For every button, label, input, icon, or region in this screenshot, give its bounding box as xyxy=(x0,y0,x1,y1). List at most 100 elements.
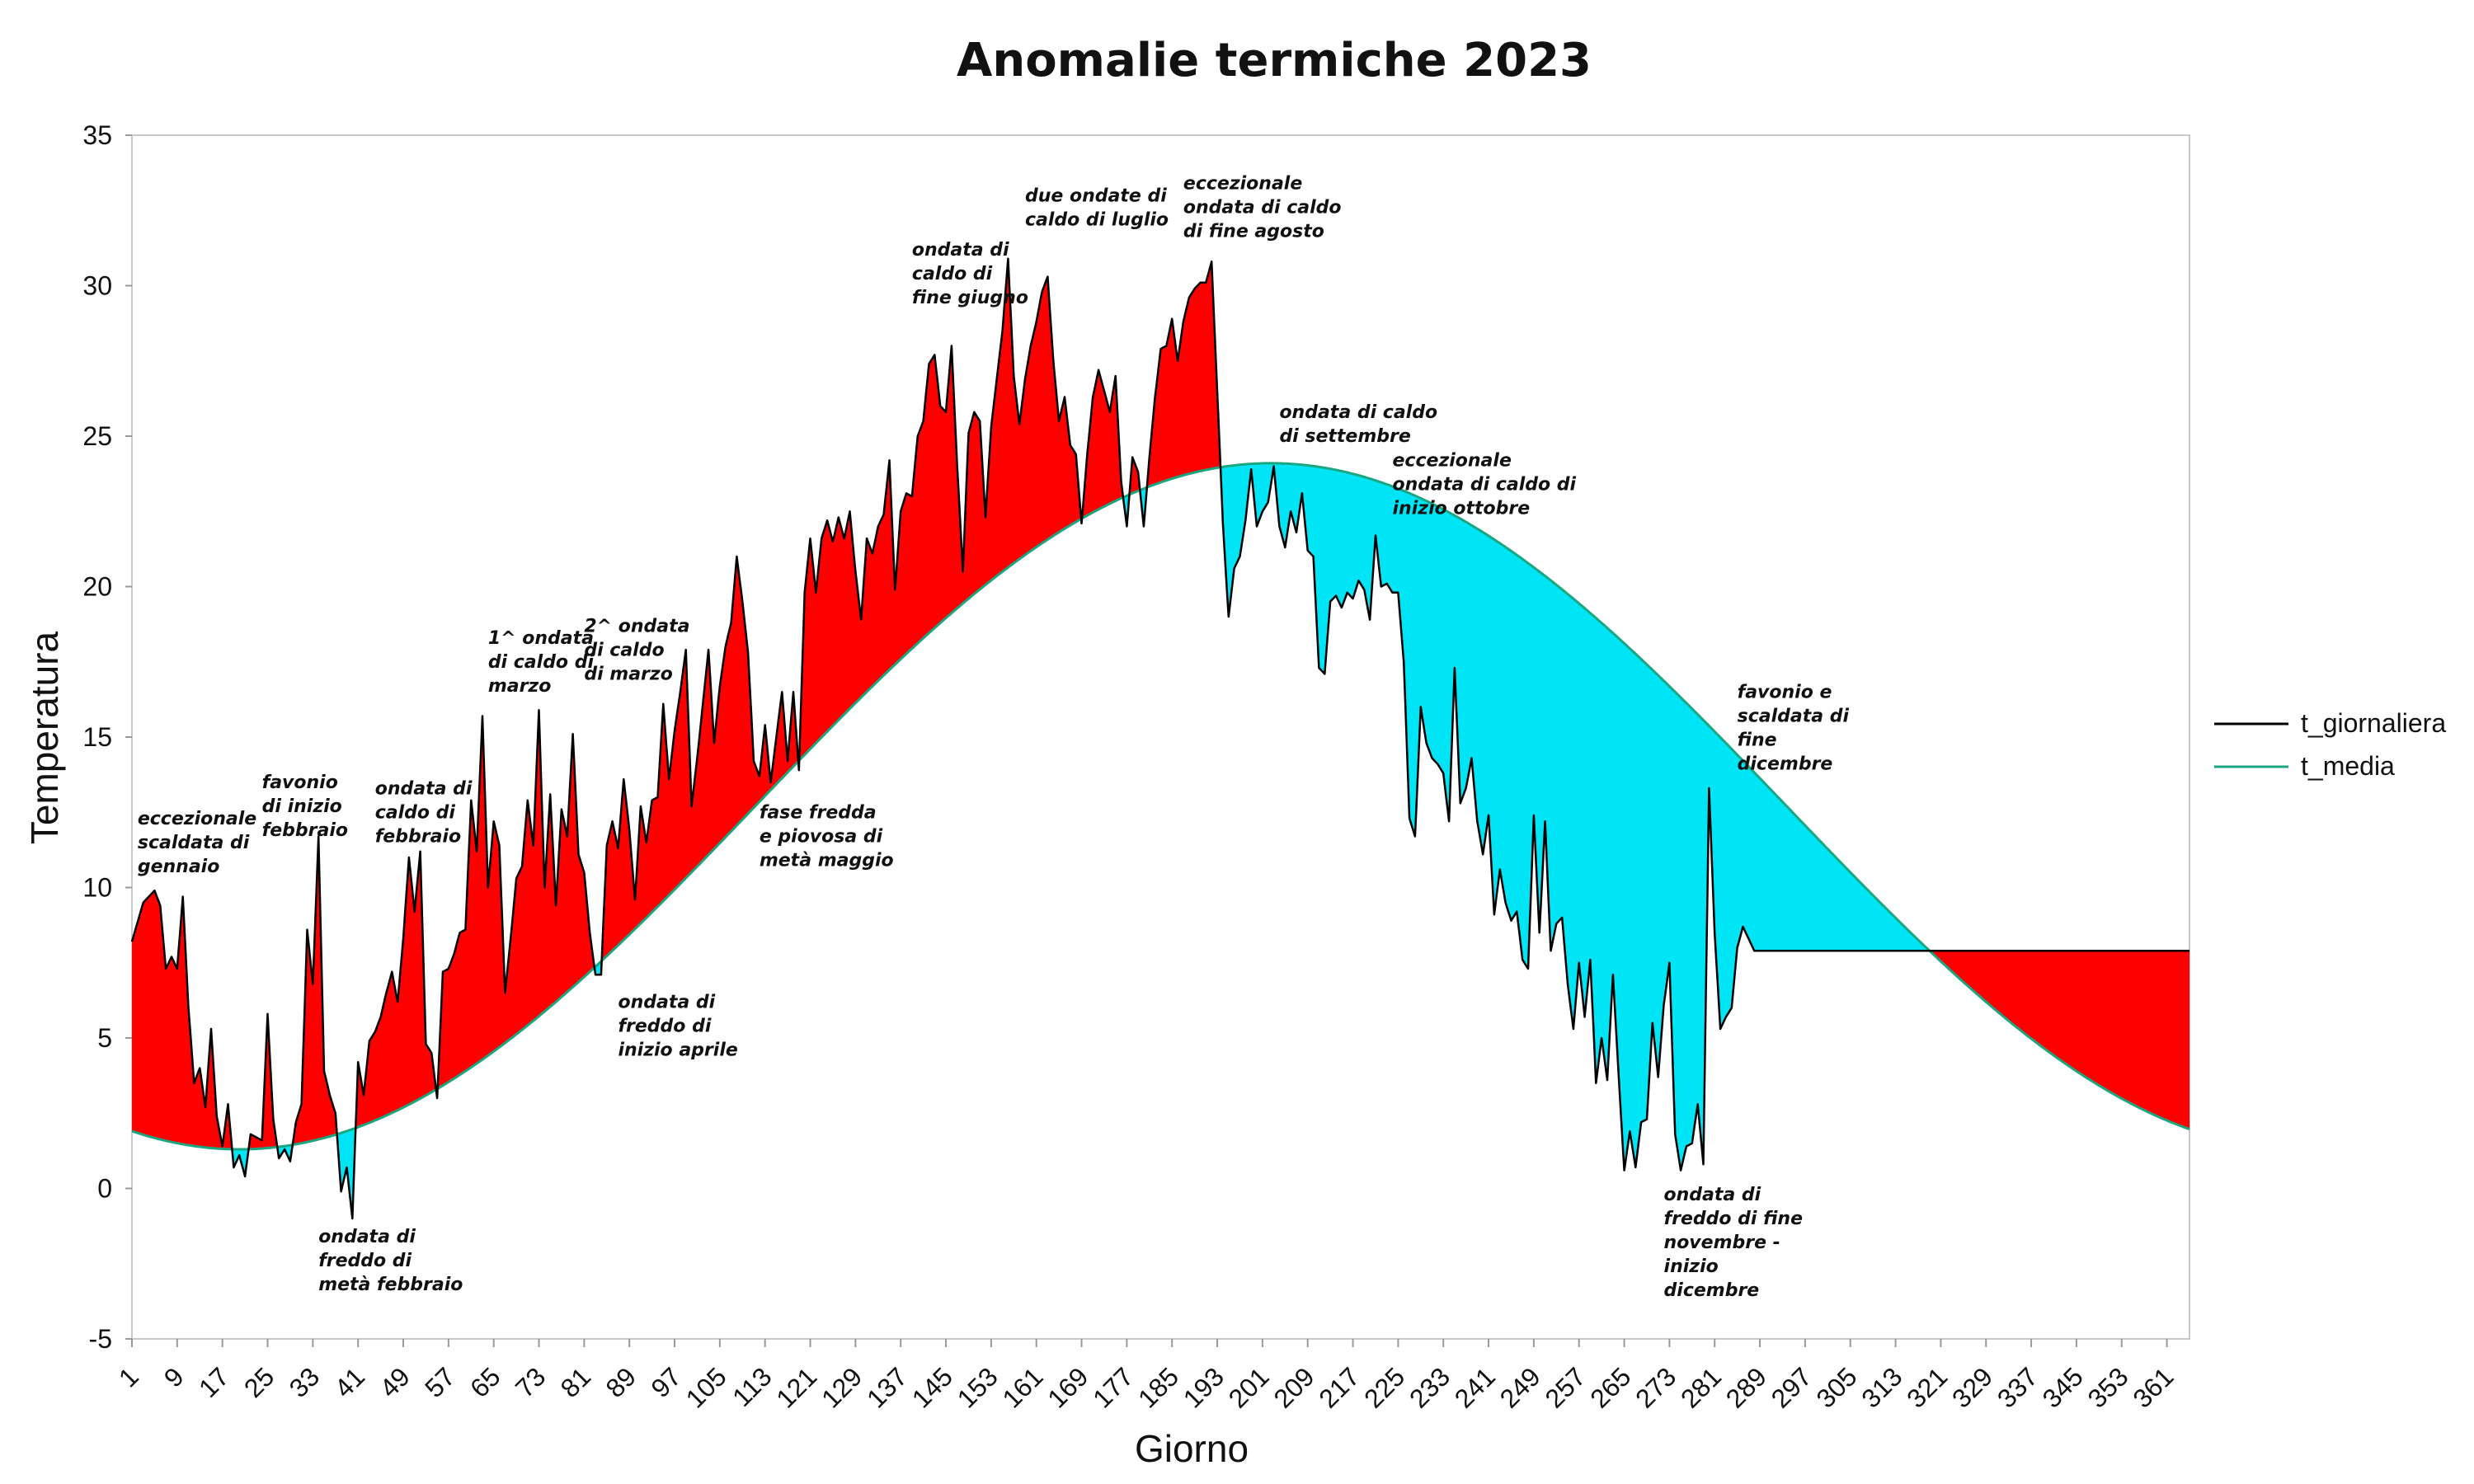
annotation-line: caldo di luglio xyxy=(1025,209,1169,230)
x-tick-label: 137 xyxy=(861,1361,913,1413)
annotation-line: ondata di xyxy=(1664,1185,1761,1205)
x-tick-label: 97 xyxy=(645,1361,687,1403)
plot-area xyxy=(131,134,2190,1340)
warm-anomaly-area xyxy=(1929,951,2189,1129)
x-tick-label: 1 xyxy=(113,1361,144,1392)
annotation: favonio di inizio febbraio xyxy=(262,773,348,841)
x-tick-label: 329 xyxy=(1946,1361,1998,1413)
x-tick-label: 89 xyxy=(600,1361,642,1403)
annotation-line: freddo di xyxy=(318,1251,412,1271)
t-media-line xyxy=(131,462,2190,1151)
y-tick-label: 0 xyxy=(97,1174,112,1204)
annotation: ondata di freddo di fine novembre - inizio d… xyxy=(1664,1185,1804,1301)
warm-anomaly-area xyxy=(437,710,595,1089)
cold-anomaly-area xyxy=(336,1128,356,1219)
annotation-line: caldo di xyxy=(375,802,456,823)
annotation-line: di caldo di xyxy=(488,652,595,673)
annotation-line: ondata di caldo xyxy=(1279,402,1437,423)
y-tick-label: 25 xyxy=(82,421,112,451)
annotation-line: dicembre xyxy=(1738,754,1833,775)
annotation-line: inizio xyxy=(1664,1256,1719,1277)
annotation-line: fine xyxy=(1738,730,1777,751)
x-tick-label: 73 xyxy=(510,1361,552,1403)
legend-label-t-giornaliera: t_giornaliera xyxy=(2301,708,2446,738)
annotation-line: scaldata di xyxy=(1738,707,1850,727)
annotation: ondata di freddo di metà febbraio xyxy=(318,1227,463,1295)
warm-anomaly-area xyxy=(248,1013,278,1149)
y-tick-label: 15 xyxy=(82,722,112,752)
y-tick-label: 35 xyxy=(82,120,112,150)
x-tick-label: 241 xyxy=(1449,1361,1501,1413)
annotation-line: e piovosa di xyxy=(760,827,883,848)
annotation-line: marzo xyxy=(488,676,552,697)
y-tick-label: 10 xyxy=(82,873,112,903)
annotation-line: metà febbraio xyxy=(318,1275,463,1295)
x-tick-label: 193 xyxy=(1178,1361,1230,1413)
x-tick-label: 225 xyxy=(1358,1361,1410,1413)
x-tick-label: 65 xyxy=(464,1361,506,1403)
y-tick-label: 5 xyxy=(97,1023,112,1053)
y-tick-label: 30 xyxy=(82,271,112,301)
x-tick-label: 217 xyxy=(1313,1361,1365,1413)
x-tick-label: 9 xyxy=(158,1361,190,1392)
x-tick-label: 153 xyxy=(952,1361,1004,1413)
cold-anomaly-area xyxy=(594,960,602,975)
x-tick-label: 249 xyxy=(1494,1361,1546,1413)
annotation: ondata di caldo di febbraio xyxy=(375,778,473,847)
x-tick-label: 25 xyxy=(238,1361,280,1403)
x-tick-label: 129 xyxy=(816,1361,868,1413)
x-tick-label: 49 xyxy=(374,1361,416,1403)
annotation: 2^ ondata di caldo di marzo xyxy=(584,616,689,684)
x-tick-label: 105 xyxy=(680,1361,732,1413)
annotation-line: favonio xyxy=(262,773,338,793)
annotation-line: eccezionale xyxy=(1183,174,1302,195)
y-axis-ticks: -5 0 5 10 15 20 25 30 35 xyxy=(82,120,132,1354)
annotation: eccezionale ondata di caldo di fine agosto xyxy=(1183,174,1342,242)
x-tick-label: 233 xyxy=(1404,1361,1456,1413)
annotation-line: ondata di xyxy=(618,993,715,1013)
x-tick-label: 41 xyxy=(329,1361,371,1403)
warm-anomaly-area xyxy=(1146,261,1221,488)
annotation-line: ondata di caldo xyxy=(1183,198,1342,218)
annotation: favonio e scaldata di fine dicembre xyxy=(1738,683,1850,775)
annotation-line: febbraio xyxy=(262,820,348,841)
annotation-line: eccezionale xyxy=(1393,451,1512,472)
annotation-line: eccezionale xyxy=(138,809,256,829)
x-tick-label: 113 xyxy=(727,1361,778,1412)
x-tick-label: 321 xyxy=(1901,1361,1953,1413)
x-tick-label: 57 xyxy=(419,1361,461,1403)
x-tick-label: 121 xyxy=(770,1361,822,1413)
annotation: ondata di caldo di settembre xyxy=(1279,402,1437,447)
x-axis-ticks: 1 9 17 25 33 41 49 57 65 73 81 89 971051131211291371… xyxy=(113,1339,2180,1414)
x-tick-label: 289 xyxy=(1720,1361,1772,1413)
annotation-line: fase fredda xyxy=(760,803,877,824)
x-tick-label: 337 xyxy=(1992,1361,2044,1413)
cold-anomaly-area xyxy=(232,1148,249,1176)
x-axis-label: Giorno xyxy=(1135,1427,1249,1470)
x-tick-label: 185 xyxy=(1132,1361,1184,1413)
x-tick-label: 305 xyxy=(1810,1361,1862,1413)
annotation-line: freddo di xyxy=(618,1017,711,1037)
x-tick-label: 265 xyxy=(1584,1361,1636,1413)
x-tick-label: 201 xyxy=(1223,1361,1275,1413)
annotation-line: di marzo xyxy=(584,664,673,684)
t-giornaliera-line xyxy=(130,257,2189,1220)
annotation-line: di settembre xyxy=(1279,426,1410,447)
x-tick-label: 345 xyxy=(2037,1361,2089,1413)
annotation-line: febbraio xyxy=(375,826,461,847)
warm-anomaly-area xyxy=(799,258,1082,761)
legend-label-t-media: t_media xyxy=(2301,751,2395,781)
y-tick-label: 20 xyxy=(82,572,112,602)
x-tick-label: 145 xyxy=(906,1361,958,1413)
x-tick-label: 297 xyxy=(1766,1361,1818,1413)
annotation: eccezionale ondata di caldo di inizio otto… xyxy=(1393,451,1577,519)
annotation-line: 1^ ondata xyxy=(488,628,594,649)
annotation-line: freddo di fine xyxy=(1664,1209,1804,1229)
annotation-line: metà maggio xyxy=(760,851,894,871)
annotation: ondata di freddo di inizio aprile xyxy=(618,993,737,1061)
x-tick-label: 169 xyxy=(1042,1361,1094,1413)
annotation: fase fredda e piovosa di metà maggio xyxy=(760,803,894,871)
x-tick-label: 177 xyxy=(1087,1361,1139,1413)
x-tick-label: 353 xyxy=(2081,1361,2133,1413)
legend: t_giornaliera t_media xyxy=(2214,708,2446,781)
